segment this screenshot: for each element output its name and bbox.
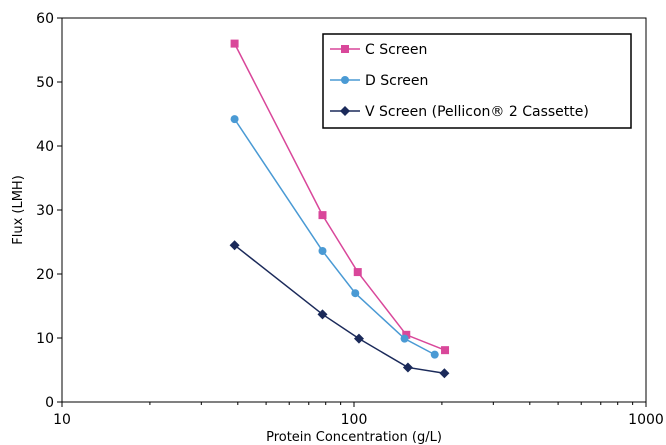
data-point [402, 330, 411, 339]
legend-item: V Screen (Pellicon® 2 Cassette) [330, 104, 589, 120]
y-tick-label: 60 [36, 11, 54, 27]
data-point [230, 115, 239, 124]
x-tick-label: 100 [341, 412, 368, 428]
data-point [430, 350, 439, 359]
data-point [439, 368, 450, 379]
series-3 [229, 240, 450, 379]
x-tick-label: 1000 [628, 412, 664, 428]
data-point [317, 309, 328, 320]
y-tick-label: 50 [36, 75, 54, 91]
series-2 [230, 115, 439, 359]
series-line [234, 244, 445, 374]
data-point [400, 334, 409, 343]
data-point [441, 346, 450, 355]
x-axis-ticks: 10 100 1000 [53, 402, 664, 428]
legend-marker [341, 45, 349, 53]
y-tick-label: 40 [36, 139, 54, 155]
legend-box [322, 33, 632, 129]
legend-label: V Screen (Pellicon® 2 Cassette) [365, 104, 589, 120]
legend: C Screen D Screen V Screen (Pellicon® 2 Ca… [322, 33, 632, 129]
y-tick-label: 30 [36, 203, 54, 219]
legend-marker [341, 76, 349, 84]
data-point [353, 268, 362, 277]
data-point [402, 362, 413, 373]
legend-marker [340, 106, 350, 116]
data-point [230, 39, 239, 48]
data-point [351, 289, 360, 298]
x-tick-label: 10 [53, 412, 71, 428]
legend-item: C Screen [330, 42, 427, 58]
legend-label: D Screen [365, 73, 428, 89]
y-tick-label: 0 [45, 395, 54, 411]
data-point [229, 240, 240, 251]
legend-item: D Screen [330, 73, 428, 89]
legend-label: C Screen [365, 42, 427, 58]
y-axis-title: Flux (LMH) [11, 175, 26, 245]
series-layer [229, 39, 450, 379]
y-axis-ticks: 0 10 20 30 40 50 60 [36, 11, 62, 411]
y-tick-label: 10 [36, 331, 54, 347]
data-point [318, 211, 327, 220]
x-axis-title: Protein Concentration (g/L) [266, 430, 442, 445]
series-1 [230, 39, 450, 355]
data-point [318, 246, 327, 255]
series-line [233, 118, 436, 356]
y-tick-label: 20 [36, 267, 54, 283]
data-point [353, 333, 364, 344]
